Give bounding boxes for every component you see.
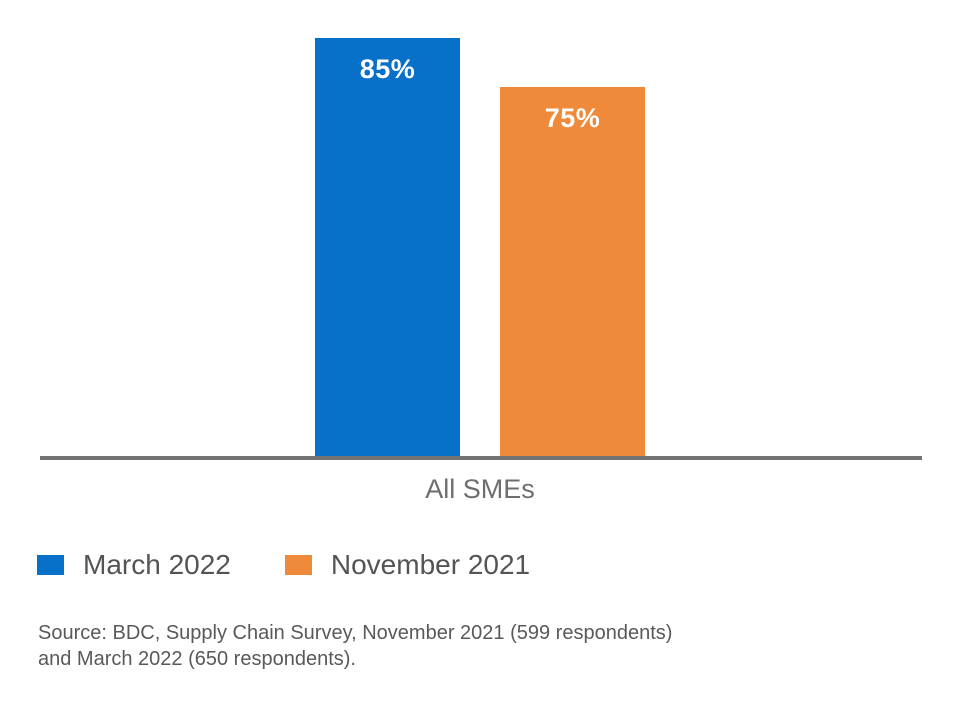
legend-swatch-march-2022	[37, 555, 64, 575]
legend-label-march-2022: March 2022	[83, 549, 231, 580]
source-note-line-2: and March 2022 (650 respondents).	[38, 648, 356, 670]
legend-swatch-november-2021	[284, 555, 312, 575]
legend-item-november-2021: November 2021	[284, 549, 531, 581]
source-note-line-1: Source: BDC, Supply Chain Survey, Novemb…	[38, 622, 673, 644]
legend-label-november-2021: November 2021	[330, 549, 531, 580]
bar-november-2021: 75%	[500, 87, 645, 458]
source-note: Source: BDC, Supply Chain Survey, Novemb…	[38, 620, 672, 672]
category-label: All SMEs	[425, 474, 535, 504]
bar-march-2022: 85%	[315, 38, 460, 458]
x-axis-line	[40, 456, 922, 460]
bar-value-label-november-2021: 75%	[544, 103, 601, 133]
bar-value-label-march-2022: 85%	[359, 54, 416, 84]
plot-area: 85% 75%	[40, 38, 922, 460]
legend-item-march-2022: March 2022	[37, 549, 231, 581]
legend: March 2022 November 2021	[37, 549, 530, 581]
